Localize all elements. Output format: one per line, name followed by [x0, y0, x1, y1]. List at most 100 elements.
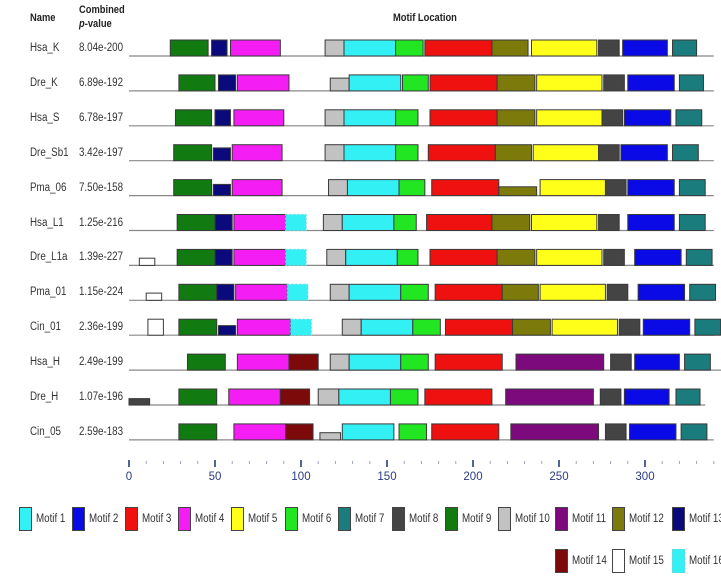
legend-label: Motif 3 — [142, 513, 172, 525]
motif-site-12 — [512, 318, 551, 336]
motif-site-10 — [328, 179, 348, 197]
motif-site-4 — [229, 39, 281, 57]
legend-label: Motif 13 — [689, 513, 721, 525]
legend-label: Motif 2 — [89, 513, 119, 525]
motif-site-6 — [395, 39, 424, 57]
motif-site-1 — [360, 318, 414, 336]
motif-site-12 — [501, 283, 539, 301]
legend-label: Motif 11 — [572, 513, 607, 525]
motif-site-10 — [341, 318, 362, 336]
motif-site-3 — [427, 144, 496, 162]
motif-site-7 — [672, 39, 698, 57]
motif-site-2 — [620, 144, 668, 162]
sequence-pvalue: 1.07e-196 — [79, 391, 124, 403]
motif-site-9 — [173, 144, 213, 162]
motif-site-2 — [627, 214, 675, 231]
motif-site-10 — [324, 144, 345, 162]
motif-site-5 — [530, 214, 598, 231]
motif-site-13 — [214, 248, 233, 266]
motif-site-3 — [429, 74, 498, 92]
motif-site-1 — [341, 214, 395, 231]
motif-site-13 — [211, 39, 228, 57]
sequence-pvalue: 1.15e-224 — [79, 286, 124, 299]
sequence-name: Hsa_H — [30, 356, 60, 369]
motif-site-10 — [329, 353, 350, 371]
motif-site-4 — [231, 144, 283, 162]
motif-site-7 — [678, 74, 704, 92]
motif-site-7 — [678, 179, 706, 197]
legend-label: Motif 15 — [629, 555, 664, 567]
motif-site-4 — [228, 388, 281, 406]
motif-site-1 — [345, 248, 398, 266]
name-column-header: Name — [30, 12, 56, 24]
motif-site-6 — [396, 248, 419, 266]
sequence-pvalue: 8.04e-200 — [79, 42, 124, 54]
motif-site-4 — [236, 318, 292, 336]
motif-site-6 — [398, 423, 428, 441]
motif-site-9 — [176, 214, 216, 231]
motif-site-12 — [496, 248, 536, 266]
motif-site-2 — [622, 39, 668, 57]
motif-site-2 — [623, 388, 670, 406]
motif-site-9 — [173, 179, 213, 197]
motif-site-11 — [515, 353, 605, 371]
motif-site-1 — [348, 74, 402, 92]
motif-site-14 — [279, 388, 311, 406]
legend-swatch — [672, 507, 685, 531]
legend-item-motif-1: Motif 1 — [19, 507, 71, 531]
motif-site-4 — [233, 248, 287, 266]
motif-site-10 — [329, 77, 350, 92]
motif-site-7 — [678, 214, 706, 231]
legend-swatch — [498, 507, 511, 531]
motif-site-10 — [319, 432, 342, 441]
x-tick-label: 300 — [635, 471, 654, 483]
x-tick-label: 50 — [209, 471, 222, 483]
motif-site-9 — [169, 39, 209, 57]
sequence-pvalue: 2.36e-199 — [79, 321, 124, 334]
x-tick-label: 250 — [549, 471, 568, 483]
motif-site-7 — [684, 353, 711, 371]
motif-site-4 — [233, 214, 287, 231]
legend-label: Motif 4 — [195, 513, 225, 525]
motif-site-13 — [212, 147, 231, 162]
motif-site-15 — [145, 292, 163, 301]
motif-site-14 — [285, 423, 314, 441]
motif-site-9 — [178, 283, 218, 301]
legend-item-motif-4: Motif 4 — [178, 507, 230, 531]
motif-site-6 — [389, 388, 419, 406]
legend-swatch — [338, 507, 351, 531]
motif-site-2 — [642, 318, 691, 336]
motif-site-5 — [536, 74, 603, 92]
legend-item-motif-13: Motif 13 — [672, 507, 721, 531]
legend-item-motif-8: Motif 8 — [392, 507, 444, 531]
legend-swatch — [555, 549, 568, 573]
motif-site-15 — [147, 318, 164, 336]
motif-site-12 — [496, 109, 536, 127]
motif-site-5 — [551, 318, 618, 336]
motif-site-1 — [348, 353, 402, 371]
motif-site-5 — [530, 39, 598, 57]
legend-label: Motif 16 — [689, 555, 721, 567]
motif-site-8 — [601, 109, 624, 127]
sequence-pvalue: 1.25e-216 — [79, 216, 124, 229]
motif-site-10 — [324, 109, 345, 127]
sequence-pvalue: 7.50e-158 — [79, 181, 124, 194]
motif-site-2 — [634, 248, 682, 266]
motif-site-7 — [672, 144, 699, 162]
motif-site-5 — [539, 179, 606, 197]
motif-site-13 — [214, 214, 233, 231]
motif-site-1 — [341, 423, 395, 441]
sequence-name: Dre_H — [30, 391, 59, 403]
motif-site-8 — [603, 248, 625, 266]
motif-site-4 — [235, 283, 288, 301]
legend-swatch — [392, 507, 405, 531]
motif-site-8 — [610, 353, 632, 371]
x-tick-label: 150 — [377, 471, 396, 483]
sequence-name: Dre_Sb1 — [30, 146, 69, 159]
sequence-name: Hsa_S — [30, 111, 60, 124]
motif-site-16 — [290, 318, 312, 336]
motif-site-9 — [178, 388, 218, 406]
motif-site-1 — [348, 283, 402, 301]
motif-site-13 — [217, 325, 237, 336]
